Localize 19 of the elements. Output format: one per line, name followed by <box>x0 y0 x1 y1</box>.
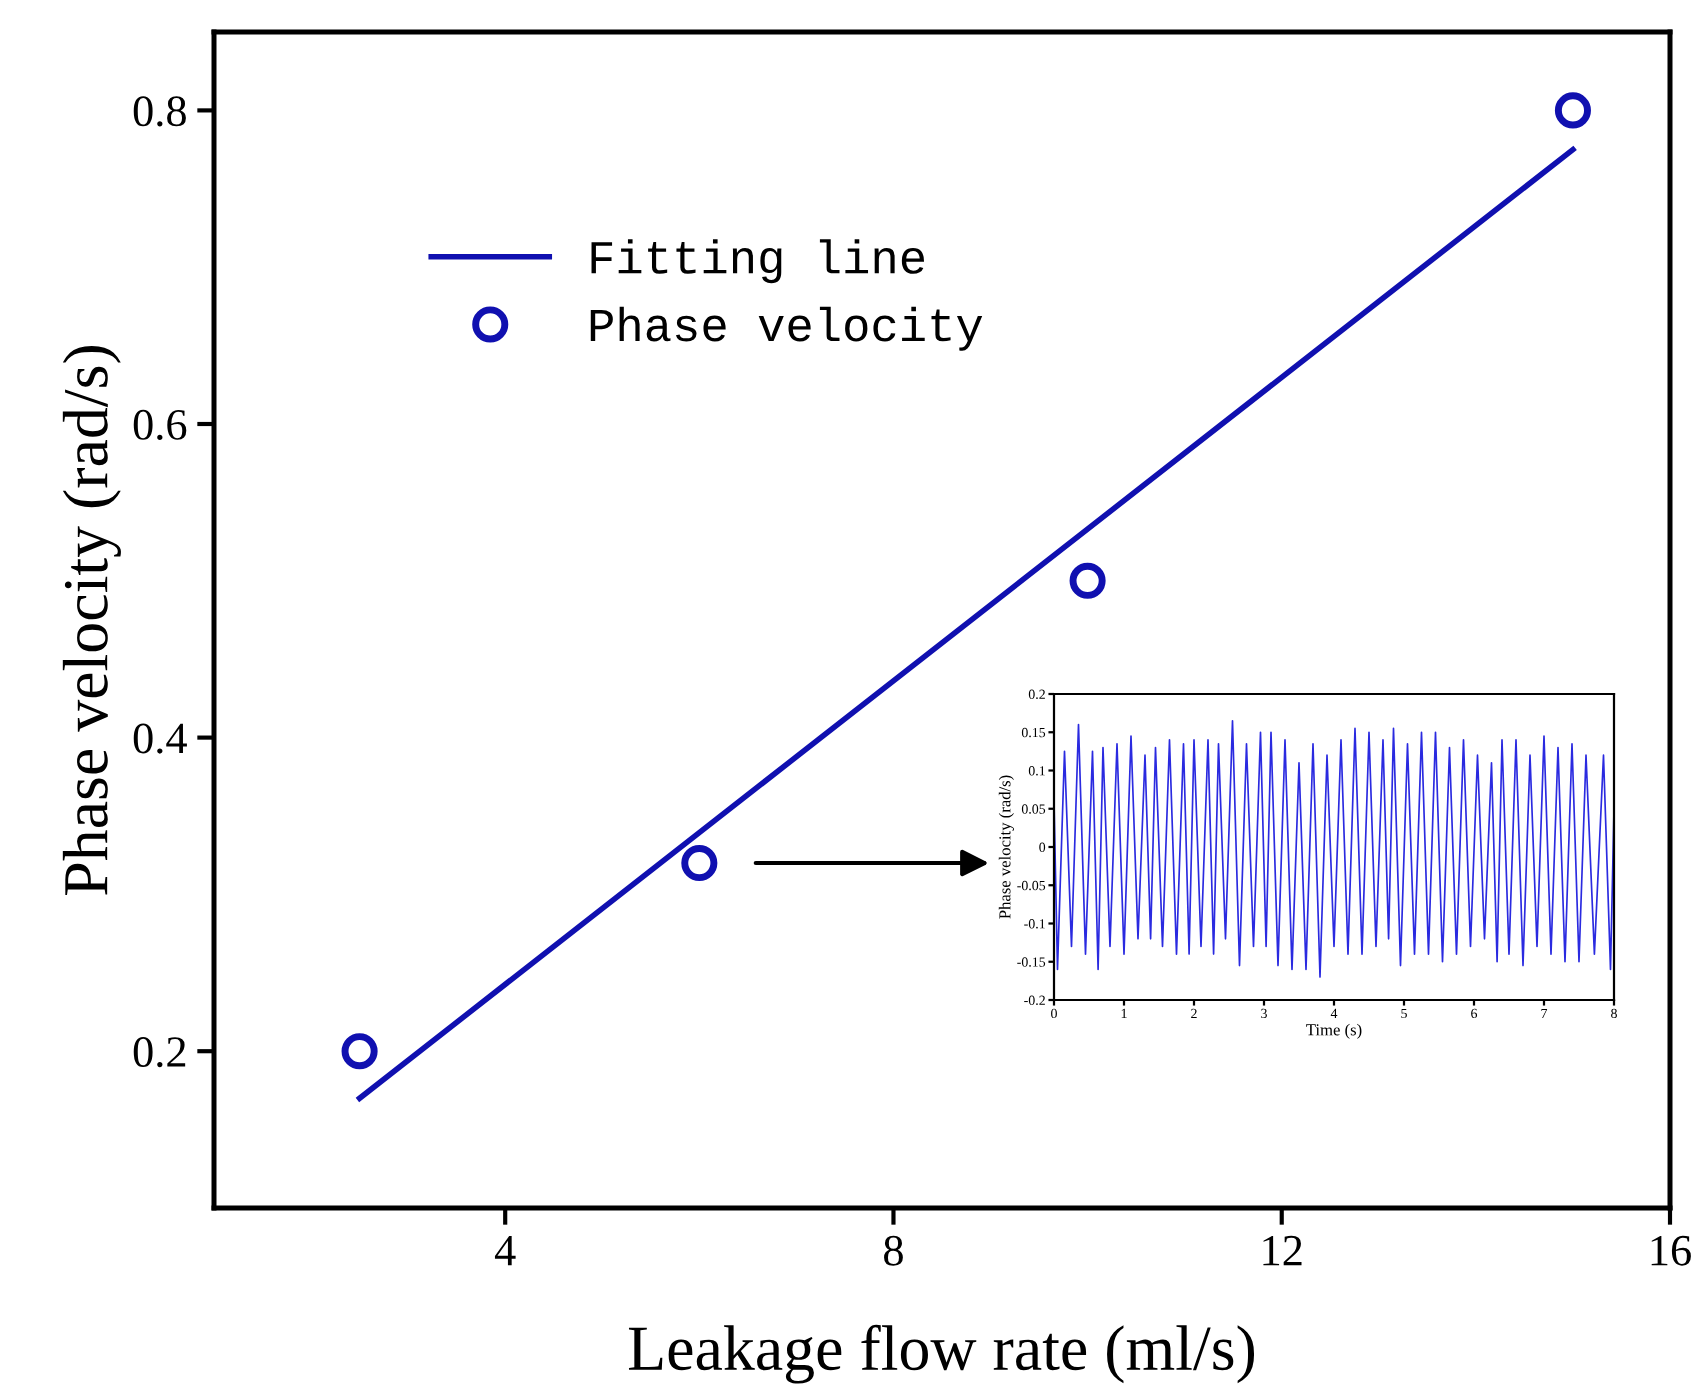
y-tick-label: 0.8 <box>133 96 186 127</box>
x-tick-label: 12 <box>1263 1235 1302 1266</box>
legend-label: Phase velocity <box>590 306 983 351</box>
y-axis-title: Phase velocity (rad/s) <box>998 775 1014 919</box>
point <box>341 1033 378 1070</box>
y-tick-label: 0.6 <box>133 409 187 441</box>
line-series <box>1054 719 1614 978</box>
y-axis-title: Phase velocity (rad/s) <box>62 346 121 895</box>
x-axis-title: Time (s) <box>1306 1023 1362 1039</box>
x-tick-label: 4 <box>494 1235 516 1266</box>
point <box>681 845 718 882</box>
point <box>1554 92 1591 129</box>
legend-label: Fitting line <box>591 239 924 284</box>
x-tick-label: 8 <box>884 1235 903 1266</box>
x-axis-title: Leakage flow rate (ml/s) <box>628 1324 1255 1384</box>
point <box>1069 562 1106 599</box>
y-tick-label: 0.2 <box>133 1037 186 1068</box>
y-tick-label: 0.4 <box>133 723 187 754</box>
x-tick-label: 16 <box>1651 1235 1691 1266</box>
